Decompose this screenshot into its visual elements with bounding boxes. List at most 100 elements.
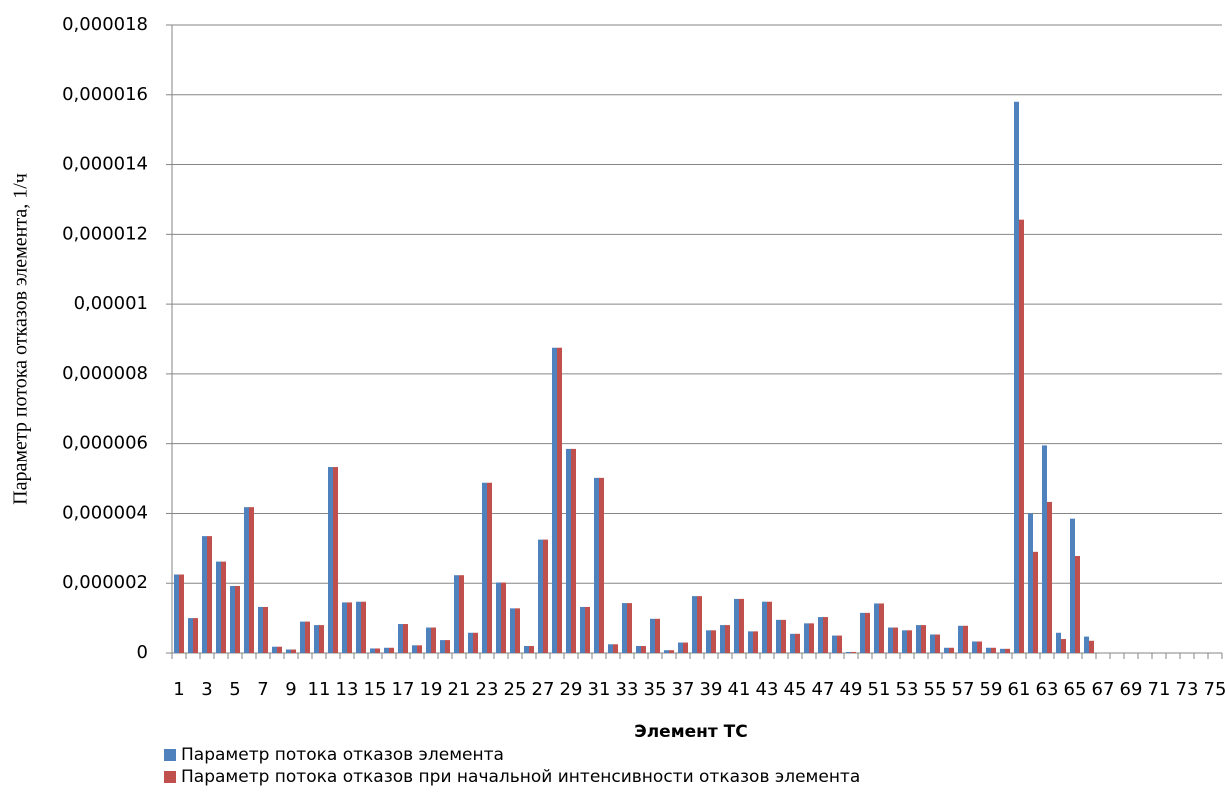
bar [188,618,193,653]
bar [599,477,604,653]
x-tick-label: 25 [504,679,527,700]
bar [818,617,823,653]
bar [860,612,865,653]
bar [930,634,935,653]
bar [944,647,949,653]
bar [669,650,674,653]
x-tick-label: 69 [1120,679,1143,700]
x-tick-label: 23 [476,679,499,700]
bar [1047,501,1052,653]
bar [333,467,338,653]
x-tick-label: 11 [308,679,331,700]
bar [454,575,459,653]
bar [571,448,576,653]
bar [221,561,226,653]
bar [468,632,473,653]
x-tick-label: 39 [700,679,723,700]
x-tick-label: 59 [980,679,1003,700]
bar [655,618,660,653]
bar [524,646,529,653]
bar [991,647,996,653]
bar [1084,636,1089,653]
bar [795,633,800,653]
bar [216,561,221,653]
x-tick-label: 45 [784,679,807,700]
bar [986,647,991,653]
bar [417,645,422,653]
y-tick-label: 0,000008 [62,363,148,384]
x-tick-label: 21 [448,679,471,700]
bar [762,601,767,653]
bar [781,619,786,653]
bar [277,646,282,653]
bar [258,606,263,653]
bar [683,642,688,653]
bar [398,624,403,653]
bar [1019,219,1024,653]
bar [445,640,450,653]
x-tick-label: 7 [257,679,268,700]
bar [711,630,716,653]
bar [1005,648,1010,653]
bar [725,625,730,653]
bar [977,641,982,653]
bar [193,618,198,653]
bar [893,627,898,653]
x-tick-label: 15 [364,679,387,700]
bar [753,631,758,653]
bar [412,645,417,653]
bar [902,630,907,653]
x-tick-label: 31 [588,679,611,700]
bar [720,625,725,653]
x-tick-label: 49 [840,679,863,700]
x-tick-label: 33 [616,679,639,700]
bar [627,603,632,653]
bar [403,624,408,653]
bar [809,623,814,653]
x-tick-label: 43 [756,679,779,700]
bar [566,448,571,653]
bar [823,617,828,653]
bar [734,598,739,653]
bar [636,646,641,653]
x-tick-label: 63 [1036,679,1059,700]
x-axis-title: Элемент ТС [634,722,747,742]
bar [608,644,613,653]
bar [1075,556,1080,653]
bar [328,467,333,653]
x-tick-label: 27 [532,679,555,700]
bar [949,647,954,653]
bar [496,582,501,653]
bar [641,646,646,653]
bar [375,648,380,653]
bar [249,507,254,653]
bar [846,651,851,653]
x-tick-label: 29 [560,679,583,700]
bar [235,586,240,653]
x-tick-label: 1 [173,679,184,700]
bar [174,574,179,653]
bar [543,539,548,653]
bar [459,575,464,653]
bar [473,632,478,653]
bar [1042,445,1047,653]
bar [347,602,352,653]
bar [202,536,207,653]
legend-swatch [164,749,176,761]
x-tick-label: 57 [952,679,975,700]
y-tick-label: 0,000002 [62,572,148,593]
bar [1089,640,1094,653]
y-tick-label: 0,000014 [62,154,148,175]
y-tick-label: 0,000004 [62,502,148,523]
bar [342,602,347,653]
x-tick-label: 51 [868,679,891,700]
bar [580,606,585,653]
y-tick-label: 0,000016 [62,84,148,105]
x-tick-label: 65 [1064,679,1087,700]
bar [697,596,702,653]
bar [613,644,618,653]
bar [557,347,562,653]
x-tick-label: 5 [229,679,240,700]
